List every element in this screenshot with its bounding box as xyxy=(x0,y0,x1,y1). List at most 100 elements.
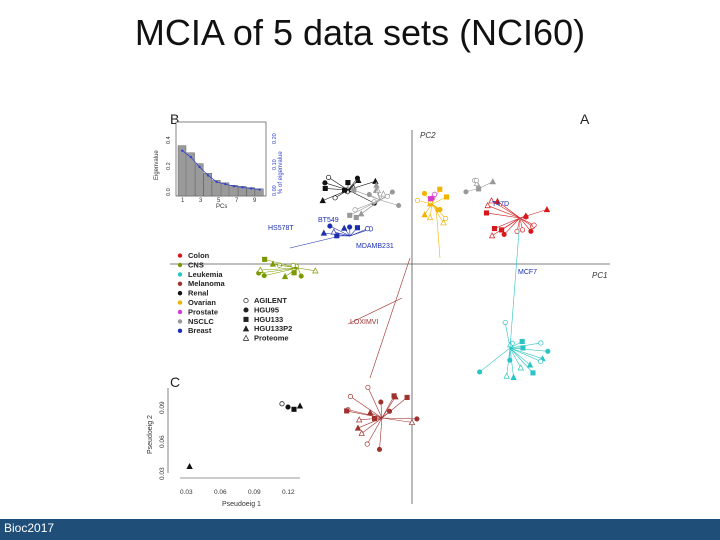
sample-point xyxy=(488,232,496,239)
cluster-link xyxy=(264,267,299,276)
cluster-link xyxy=(323,232,351,237)
sample-point xyxy=(384,193,390,200)
scree-ylabel: Eigenvalue xyxy=(154,150,160,180)
legend-symbol xyxy=(243,307,249,313)
pseudo-ytick: 0.06 xyxy=(159,435,166,448)
sample-point xyxy=(269,260,277,267)
legend-swatch xyxy=(177,309,183,315)
sample-point xyxy=(444,194,450,200)
pseudo-xtick: 0.12 xyxy=(282,489,295,496)
cluster-link xyxy=(435,205,441,259)
sample-point xyxy=(372,177,379,184)
sample-point xyxy=(432,191,438,197)
scree-xtick: 9 xyxy=(253,198,257,204)
cluster-link xyxy=(509,347,522,368)
sample-point xyxy=(428,196,434,202)
sample-point xyxy=(421,211,428,218)
sample-point xyxy=(443,215,449,221)
sample-point xyxy=(364,226,370,232)
sample-point xyxy=(440,219,447,226)
sample-point xyxy=(517,364,524,371)
sample-point xyxy=(290,262,296,269)
pseudo-xlabel: Pseudoeig 1 xyxy=(222,501,261,508)
sample-point xyxy=(332,195,338,201)
pseudo-point xyxy=(285,404,291,410)
cluster-link xyxy=(509,347,541,362)
scree-point xyxy=(258,188,261,191)
sample-point xyxy=(531,222,537,228)
sample-point xyxy=(501,231,507,237)
sample-point xyxy=(334,233,340,239)
cluster-link xyxy=(357,417,383,429)
cluster-link xyxy=(353,189,381,201)
pseudo-xtick: 0.09 xyxy=(248,489,261,496)
cluster-link xyxy=(366,417,383,445)
pseudo-xtick: 0.03 xyxy=(180,489,193,496)
sample-point xyxy=(526,361,534,368)
cluster-link xyxy=(424,203,433,215)
scree-ytick: 0.0 xyxy=(166,188,172,196)
sample-point xyxy=(538,340,544,346)
label-t47d: T47D xyxy=(492,201,509,208)
sample-point xyxy=(291,270,297,276)
sample-point xyxy=(396,202,402,209)
label-mcf7: MCF7 xyxy=(518,269,537,276)
sample-point xyxy=(463,189,469,195)
scree-ytick: 0.4 xyxy=(166,136,172,144)
sample-point xyxy=(421,190,427,197)
panel-label-a: A xyxy=(580,111,590,127)
sample-point xyxy=(414,416,420,422)
label-bt549: BT549 xyxy=(318,217,339,224)
cluster-link xyxy=(503,217,521,235)
legend-swatch xyxy=(177,281,183,286)
cluster-link xyxy=(284,267,299,277)
sample-point xyxy=(380,190,387,197)
legend-symbol xyxy=(242,334,250,341)
cluster-link xyxy=(431,203,444,223)
scree-bar xyxy=(195,163,204,197)
sample-point xyxy=(510,373,517,380)
sample-point xyxy=(519,227,526,233)
sample-point xyxy=(373,181,380,188)
sample-point xyxy=(519,338,525,345)
sample-point xyxy=(378,399,384,405)
pseudo-ytick: 0.03 xyxy=(159,467,166,480)
scree-xtick: 5 xyxy=(217,198,221,204)
legend-tissue-label: Breast xyxy=(188,326,212,335)
sample-point xyxy=(344,408,350,414)
sample-point xyxy=(330,228,337,235)
footer-bar: Bioc2017 xyxy=(0,519,720,540)
cluster-link xyxy=(361,417,383,434)
scree-xtick: 7 xyxy=(235,198,239,204)
label-hs578t: HS578T xyxy=(268,225,294,232)
cluster-link xyxy=(519,217,532,232)
scree-ylabel-right: % of eigenvalue xyxy=(278,151,284,194)
legend-tissue-label: Renal xyxy=(188,289,208,298)
sample-point xyxy=(319,197,326,204)
sample-point xyxy=(503,372,510,379)
cluster-link xyxy=(509,347,531,366)
legend-swatch xyxy=(177,300,183,305)
pseudo-ytick: 0.09 xyxy=(159,401,166,414)
sample-point xyxy=(341,224,348,231)
legend: ColonCNSLeukemiaMelanomaRenalOvarianPros… xyxy=(177,251,292,343)
sample-point xyxy=(408,418,416,425)
scree-bar xyxy=(220,182,230,197)
sample-point xyxy=(358,429,365,436)
cluster-link xyxy=(494,217,521,229)
cluster-link xyxy=(486,212,521,219)
footer-text: Bioc2017 xyxy=(4,521,55,535)
sample-point xyxy=(347,212,353,218)
pseudo-point xyxy=(291,406,297,412)
scree-ytick-right: 0.10 xyxy=(272,159,278,170)
cluster-link xyxy=(487,205,521,219)
legend-swatch xyxy=(177,328,183,333)
legend-platform-label: HGU95 xyxy=(254,305,279,314)
scree-xtick: 1 xyxy=(181,198,185,204)
scree-bar xyxy=(177,145,187,197)
sample-point xyxy=(414,197,421,204)
legend-tissue-label: Leukemia xyxy=(188,270,223,279)
cluster-link xyxy=(347,297,403,325)
cluster-link xyxy=(509,342,541,349)
cluster-link xyxy=(329,225,351,237)
